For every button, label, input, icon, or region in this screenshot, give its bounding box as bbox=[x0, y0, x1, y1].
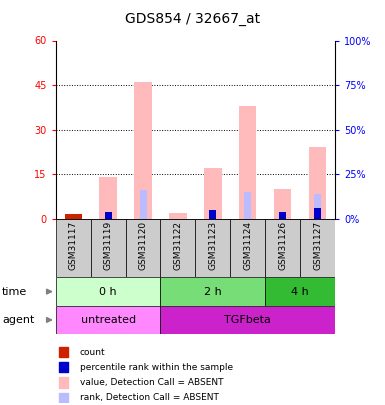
Bar bbox=[126, 219, 161, 277]
Bar bbox=[169, 213, 187, 219]
Text: count: count bbox=[80, 347, 105, 356]
Bar bbox=[279, 211, 286, 219]
Text: GSM31126: GSM31126 bbox=[278, 221, 287, 270]
Text: GSM31122: GSM31122 bbox=[173, 221, 182, 270]
Text: TGFbeta: TGFbeta bbox=[224, 315, 271, 325]
Bar bbox=[59, 347, 69, 357]
Bar bbox=[56, 219, 91, 277]
Bar bbox=[105, 211, 112, 219]
Bar bbox=[314, 208, 321, 219]
Bar bbox=[56, 277, 161, 306]
Bar bbox=[274, 189, 291, 219]
Bar bbox=[134, 82, 152, 219]
Bar bbox=[59, 362, 69, 372]
Bar bbox=[161, 219, 195, 277]
Bar bbox=[230, 219, 265, 277]
Bar bbox=[59, 377, 69, 388]
Bar bbox=[244, 192, 251, 219]
Bar bbox=[265, 277, 335, 306]
Text: GSM31123: GSM31123 bbox=[208, 221, 218, 270]
Bar bbox=[209, 210, 216, 219]
Bar bbox=[65, 214, 82, 219]
Text: GDS854 / 32667_at: GDS854 / 32667_at bbox=[125, 12, 260, 26]
Bar bbox=[309, 147, 326, 219]
Bar bbox=[91, 219, 126, 277]
Text: GSM31120: GSM31120 bbox=[139, 221, 147, 270]
Text: value, Detection Call = ABSENT: value, Detection Call = ABSENT bbox=[80, 378, 223, 387]
Text: 0 h: 0 h bbox=[99, 287, 117, 296]
Text: 4 h: 4 h bbox=[291, 287, 309, 296]
Text: GSM31117: GSM31117 bbox=[69, 220, 78, 270]
Text: GSM31124: GSM31124 bbox=[243, 221, 252, 270]
Text: GSM31127: GSM31127 bbox=[313, 221, 322, 270]
Bar bbox=[204, 168, 221, 219]
Bar bbox=[265, 219, 300, 277]
Bar bbox=[195, 219, 230, 277]
Text: time: time bbox=[2, 287, 27, 296]
Bar bbox=[59, 392, 69, 403]
Bar bbox=[99, 177, 117, 219]
Text: agent: agent bbox=[2, 315, 34, 325]
Text: GSM31119: GSM31119 bbox=[104, 220, 113, 270]
Text: untreated: untreated bbox=[80, 315, 136, 325]
Bar bbox=[161, 306, 335, 334]
Bar bbox=[56, 306, 161, 334]
Bar bbox=[161, 277, 265, 306]
Text: 2 h: 2 h bbox=[204, 287, 222, 296]
Bar bbox=[139, 190, 147, 219]
Text: percentile rank within the sample: percentile rank within the sample bbox=[80, 363, 233, 372]
Bar bbox=[239, 106, 256, 219]
Bar bbox=[314, 194, 321, 219]
Text: rank, Detection Call = ABSENT: rank, Detection Call = ABSENT bbox=[80, 393, 218, 402]
Bar bbox=[300, 219, 335, 277]
